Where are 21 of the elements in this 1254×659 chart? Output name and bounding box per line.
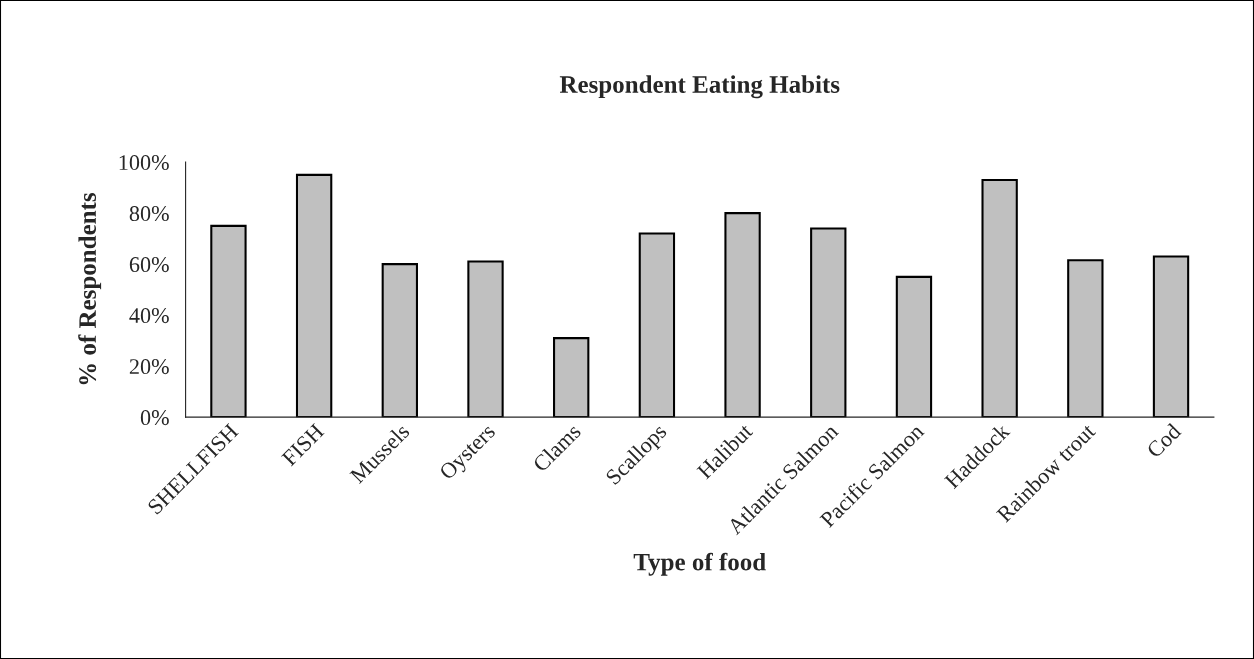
- bar: [381, 263, 418, 418]
- bar: [810, 227, 847, 418]
- y-tick-label: 20%: [129, 359, 169, 375]
- x-axis-title: Type of food: [633, 552, 766, 576]
- bar: [895, 275, 933, 418]
- y-tick-label: 60%: [129, 257, 169, 273]
- bar: [638, 232, 676, 418]
- bar: [1067, 259, 1104, 418]
- bar: [467, 260, 504, 418]
- bar: [1152, 255, 1190, 418]
- bar: [210, 224, 247, 418]
- bar: [981, 178, 1018, 418]
- y-axis-title: % of Respondents: [78, 193, 102, 385]
- bar: [295, 173, 333, 418]
- bar: [724, 212, 761, 418]
- y-tick-label: 100%: [119, 155, 169, 171]
- x-tick-label: Cod: [1145, 422, 1182, 459]
- bar: [553, 337, 590, 418]
- y-tick-label: 40%: [129, 308, 169, 324]
- y-tick-label: 80%: [129, 206, 169, 222]
- chart-title: Respondent Eating Habits: [559, 75, 840, 99]
